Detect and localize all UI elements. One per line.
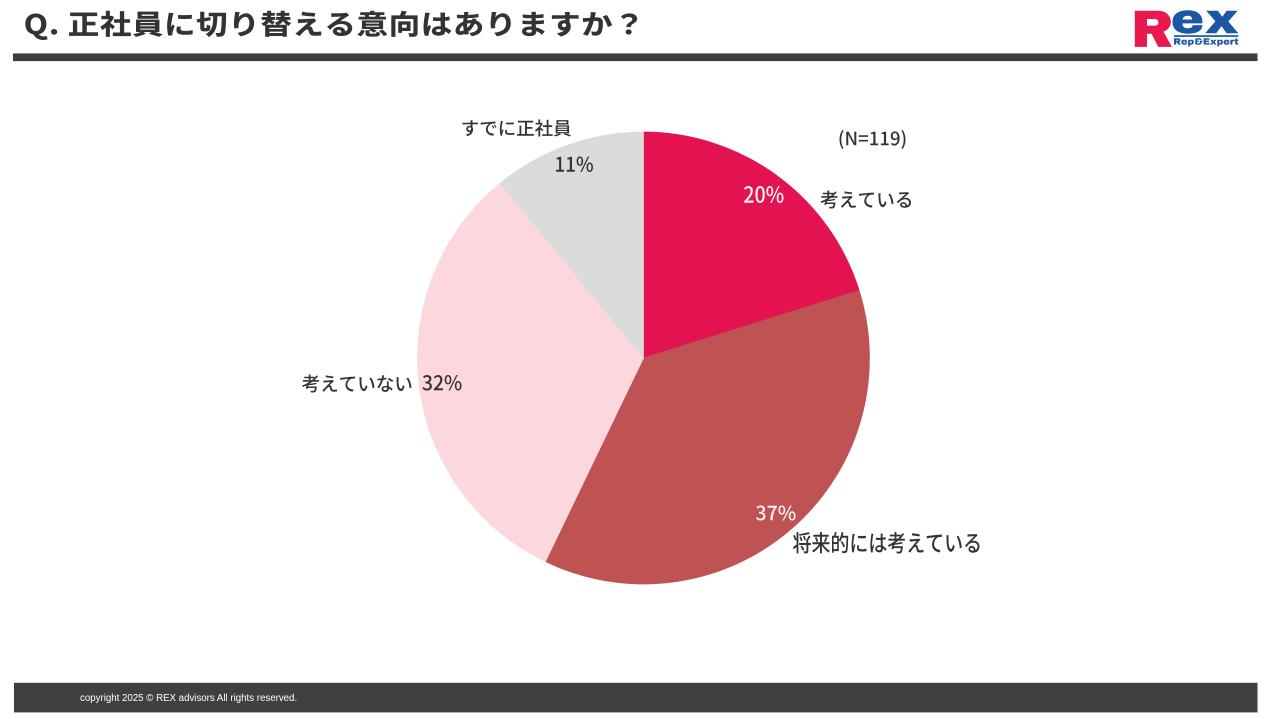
- svg-text:copyright 2025 © REX advisors: copyright 2025 © REX advisors All rights…: [80, 693, 297, 704]
